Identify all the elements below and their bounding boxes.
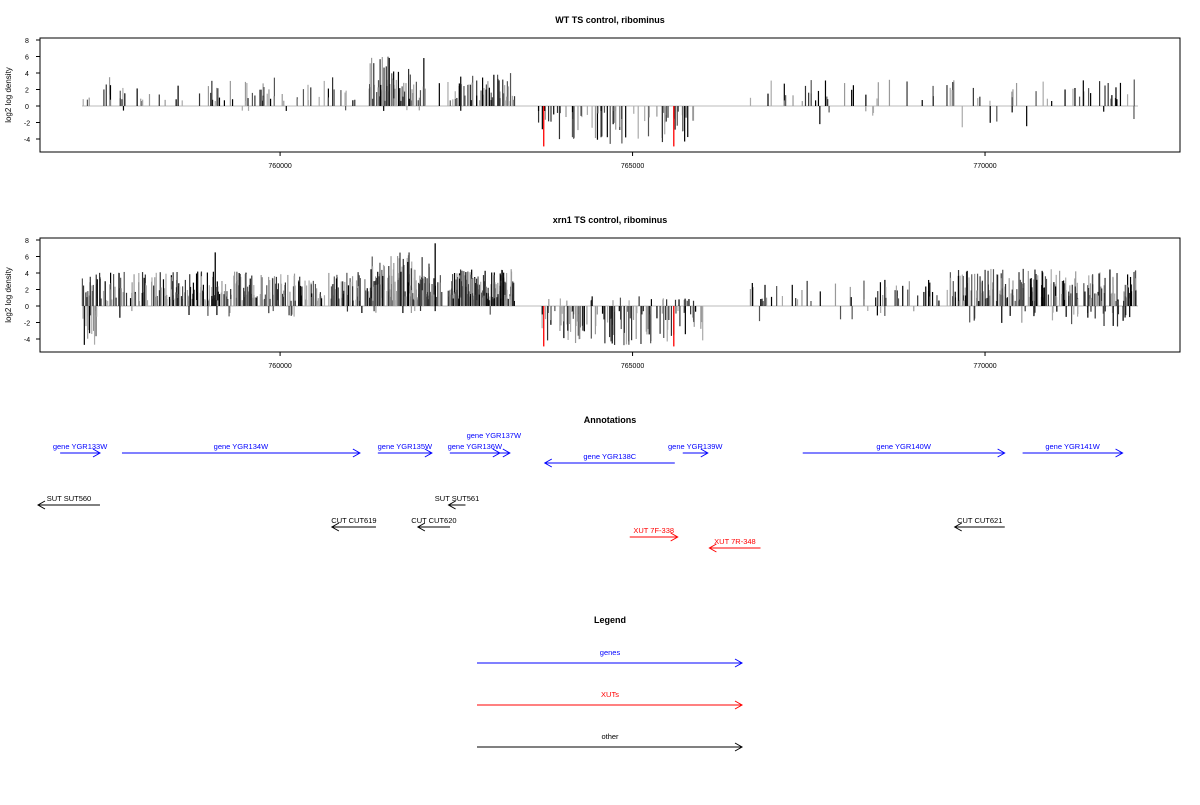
feature-label: gene YGR141W: [1045, 442, 1100, 451]
annotation-gene: gene YGR138C: [543, 452, 675, 468]
legend-item-genes: genes: [477, 648, 744, 668]
annotation-gene: gene YGR134W: [121, 442, 361, 458]
annotation-gene: gene YGR133W: [53, 442, 108, 458]
x-tick-label: 770000: [973, 363, 996, 370]
y-tick-label: 6: [25, 55, 29, 62]
arrow-right-icon: [734, 700, 744, 710]
y-axis-label: log2 log density: [4, 267, 13, 323]
y-tick-label: -4: [24, 337, 30, 344]
y-tick-label: 6: [25, 255, 29, 262]
legend-label: other: [601, 732, 619, 741]
feature-label: gene YGR135W: [378, 442, 433, 451]
feature-label: CUT CUT619: [331, 516, 376, 525]
feature-label: SUT SUT561: [435, 494, 479, 503]
annotation-gene: gene YGR139W: [668, 442, 723, 458]
x-tick-label: 765000: [621, 363, 644, 370]
arrow-left-icon: [416, 522, 426, 532]
annotation-gene: gene YGR140W: [802, 442, 1006, 458]
annotation-other: CUT CUT619: [330, 516, 377, 532]
arrow-right-icon: [502, 448, 511, 458]
y-tick-label: 0: [25, 104, 29, 111]
feature-label: gene YGR134W: [214, 442, 269, 451]
plot-frame: [39, 237, 1181, 353]
arrow-right-icon: [734, 742, 744, 752]
annotation-xut: XUT 7R-348: [708, 537, 761, 553]
legend-item-xuts: XUTs: [477, 690, 744, 710]
annotations-title: Annotations: [584, 415, 637, 425]
arrow-left-icon: [37, 500, 46, 510]
arrow-right-icon: [352, 448, 361, 458]
chart-title: WT TS control, ribominus: [555, 15, 665, 25]
x-tick-label: 760000: [268, 163, 291, 170]
y-tick-label: 8: [25, 38, 29, 45]
y-tick-label: 4: [25, 71, 29, 78]
y-tick-label: 4: [25, 271, 29, 278]
annotations-panel: Annotations gene YGR133W gene YGR134W gene…: [37, 415, 1124, 553]
y-tick-label: 0: [25, 304, 29, 311]
legend: Legend genes XUTs other: [477, 615, 744, 752]
x-tick-label: 765000: [621, 163, 644, 170]
feature-label: gene YGR133W: [53, 442, 108, 451]
annotation-other: CUT CUT621: [953, 516, 1005, 532]
y-tick-label: 8: [25, 238, 29, 245]
legend-label: XUTs: [601, 690, 619, 699]
annotation-gene: gene YGR137W: [467, 431, 522, 458]
annotation-other: SUT SUT561: [435, 494, 479, 510]
y-axis-label: log2 log density: [4, 67, 13, 123]
arrow-right-icon: [92, 448, 101, 458]
arrow-right-icon: [700, 448, 709, 458]
legend-label: genes: [600, 648, 621, 657]
annotation-other: CUT CUT620: [411, 516, 457, 532]
arrow-left-icon: [330, 522, 340, 532]
annotation-gene: gene YGR135W: [378, 442, 433, 458]
feature-label: gene YGR140W: [876, 442, 931, 451]
y-tick-label: 2: [25, 288, 29, 295]
annotation-other: SUT SUT560: [37, 494, 100, 510]
legend-title: Legend: [594, 615, 626, 625]
x-tick-label: 760000: [268, 363, 291, 370]
annotation-gene: gene YGR141W: [1022, 442, 1124, 458]
xrn1-density-chart: xrn1 TS control, ribominus log2 log dens…: [4, 215, 1181, 370]
arrow-left-icon: [953, 522, 962, 532]
feature-label: CUT CUT621: [957, 516, 1002, 525]
wt-density-chart: WT TS control, ribominus log2 log densit…: [4, 15, 1181, 170]
legend-item-other: other: [477, 732, 744, 752]
feature-label: XUT 7R-348: [714, 537, 756, 546]
arrow-left-icon: [543, 458, 553, 468]
feature-label: XUT 7F-338: [633, 526, 674, 535]
x-tick-label: 770000: [973, 163, 996, 170]
feature-label: gene YGR139W: [668, 442, 723, 451]
annotation-xut: XUT 7F-338: [629, 526, 679, 542]
y-tick-label: -2: [24, 321, 30, 328]
annotation-gene: gene YGR136W: [448, 442, 503, 458]
arrow-left-icon: [447, 500, 456, 510]
y-tick-label: -2: [24, 121, 30, 128]
feature-label: gene YGR136W: [448, 442, 503, 451]
arrow-right-icon: [1115, 448, 1124, 458]
y-tick-label: -4: [24, 137, 30, 144]
feature-label: CUT CUT620: [411, 516, 456, 525]
chart-title: xrn1 TS control, ribominus: [553, 215, 668, 225]
arrow-right-icon: [424, 448, 433, 458]
plot-frame: [39, 37, 1181, 153]
feature-label: gene YGR137W: [467, 431, 522, 440]
arrow-left-icon: [708, 543, 717, 553]
arrow-right-icon: [670, 532, 679, 542]
arrow-right-icon: [734, 658, 744, 668]
arrow-right-icon: [997, 448, 1006, 458]
feature-label: SUT SUT560: [47, 494, 91, 503]
y-tick-label: 2: [25, 88, 29, 95]
feature-label: gene YGR138C: [583, 452, 636, 461]
